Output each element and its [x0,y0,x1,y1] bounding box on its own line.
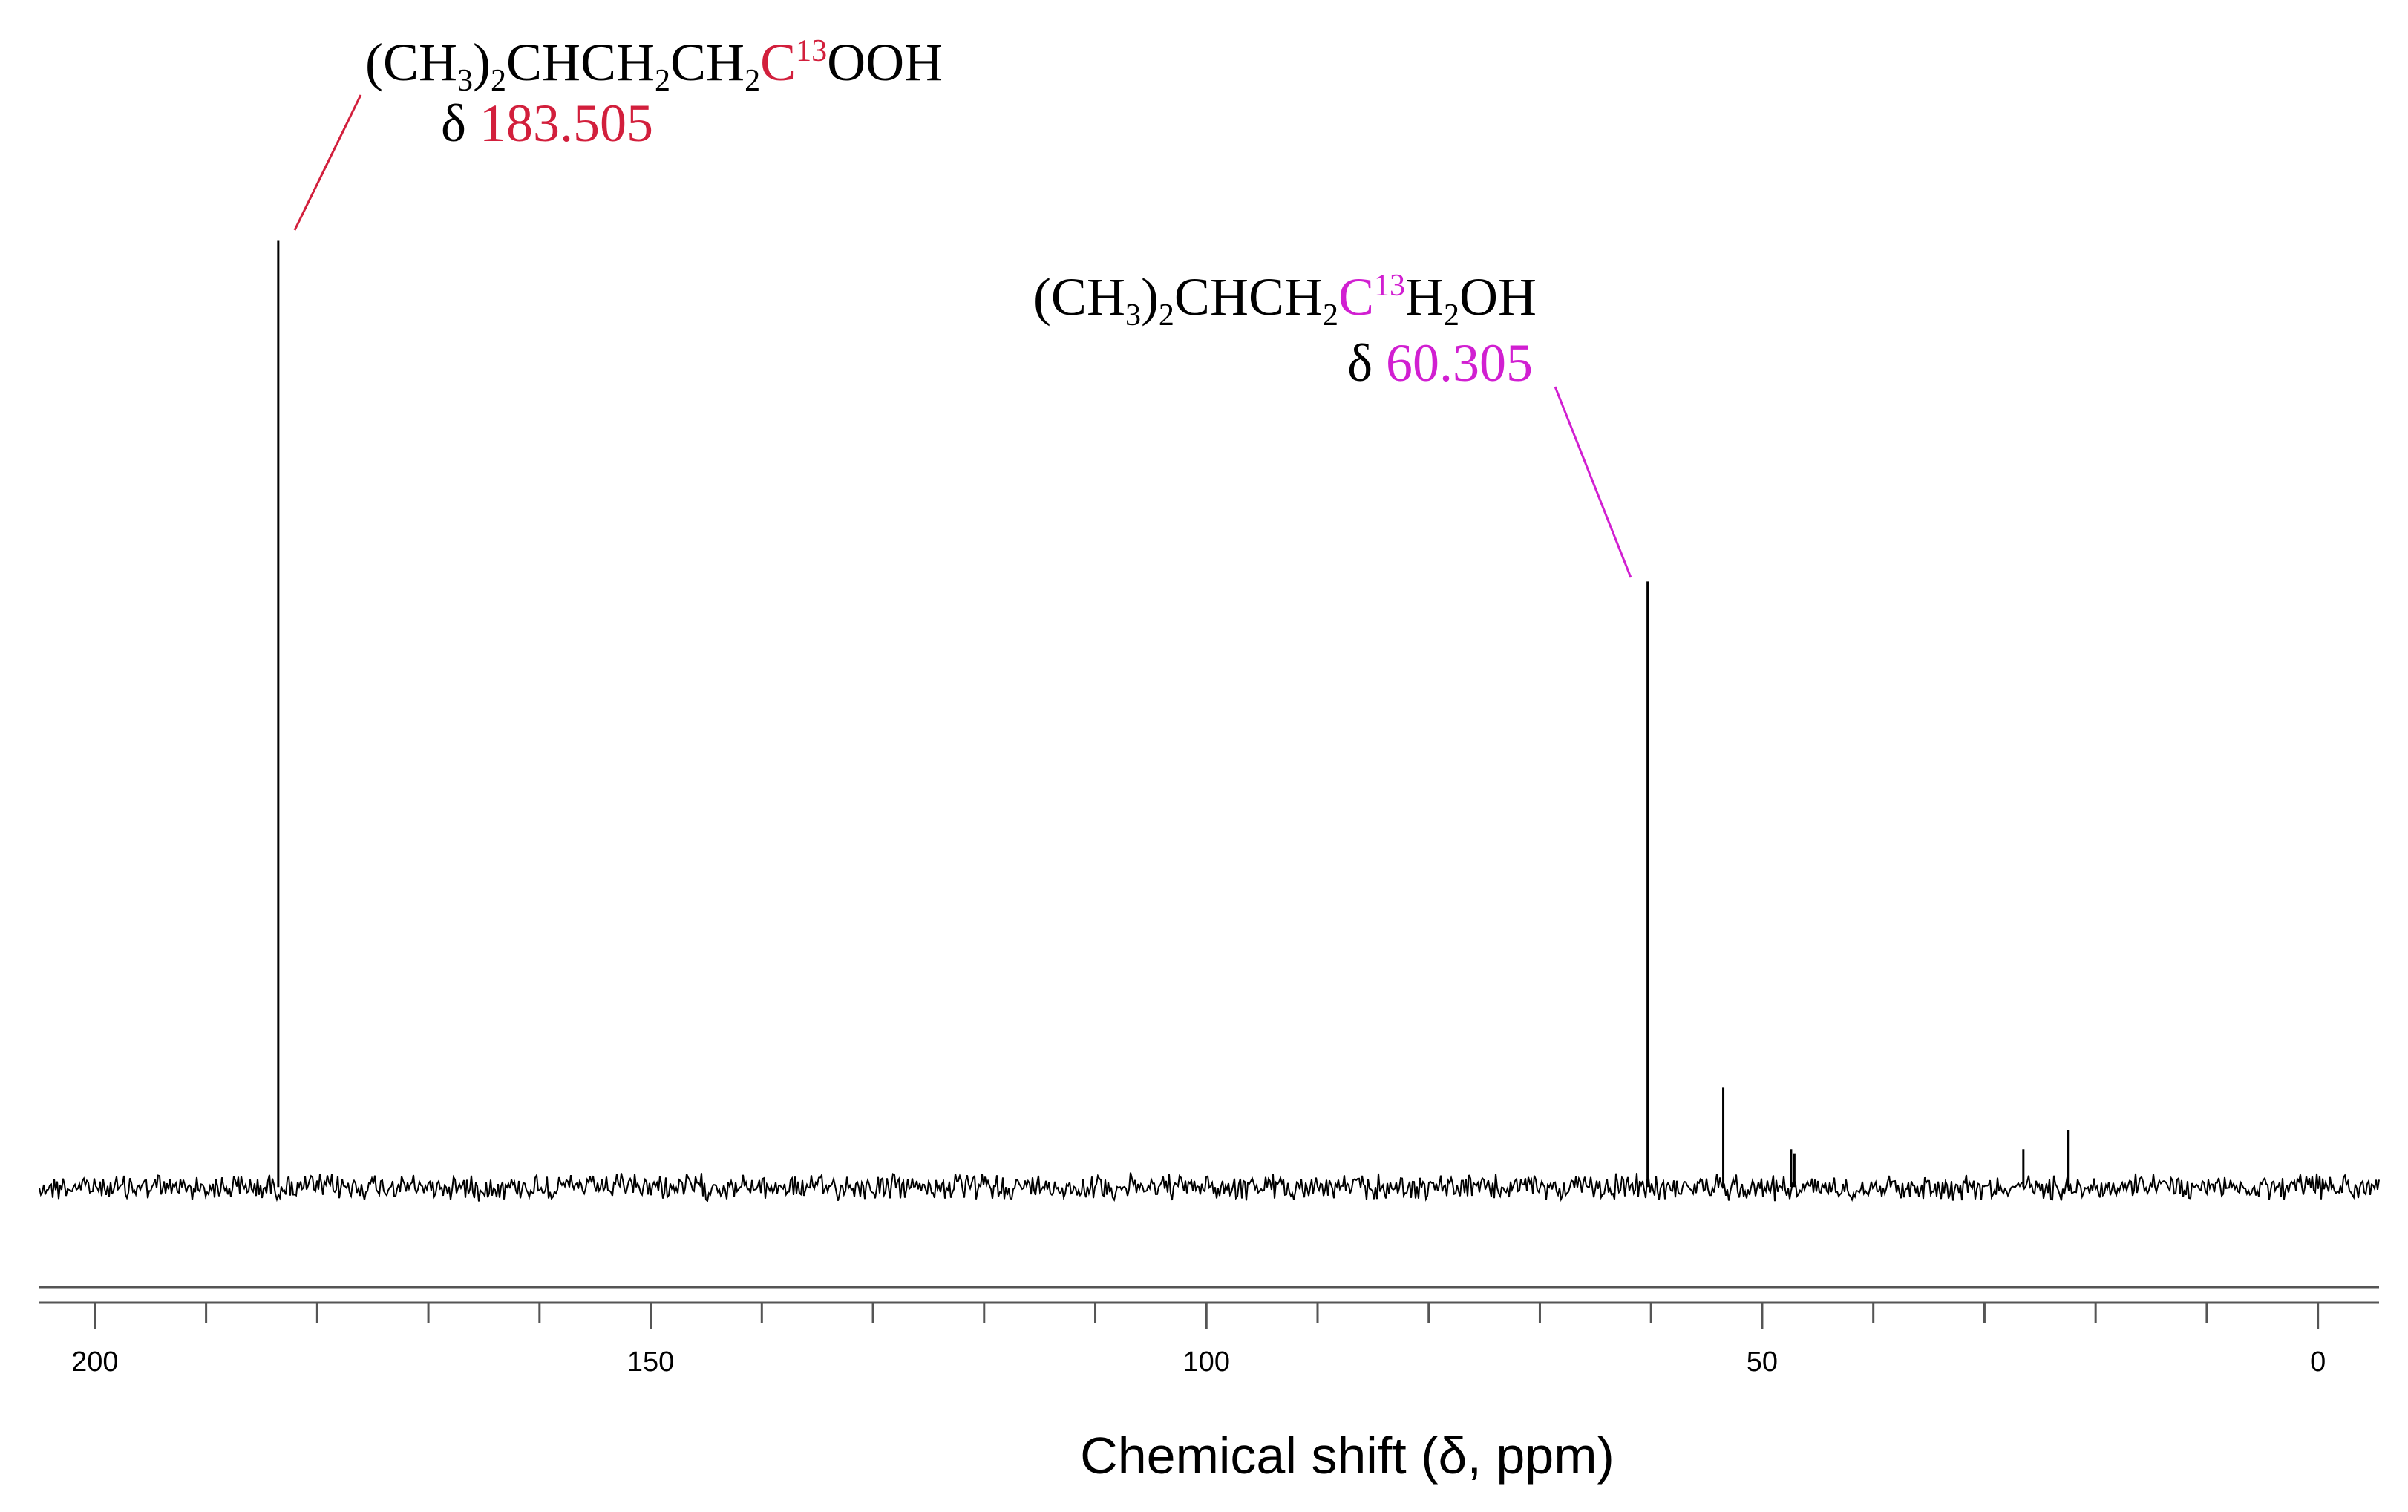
formula-part: CHCH [1174,267,1323,327]
formula-part: ) [473,33,491,92]
x-tick-label: 150 [627,1346,674,1378]
x-tick-label: 200 [71,1346,118,1378]
formula-part: H [1405,267,1444,327]
annotation-shift: δ 60.305 [1347,333,1533,393]
shift-value: 183.505 [480,94,653,153]
formula-part: 2 [655,64,670,98]
formula-part: 3 [1125,298,1141,333]
shift-value: 60.305 [1386,333,1533,393]
formula-part: (CH [1033,267,1125,327]
formula-part: OH [1459,267,1537,327]
formula-part: OOH [827,33,943,92]
formula-part: 2 [1159,298,1174,333]
delta-symbol: δ [1347,333,1373,393]
formula-part: 2 [491,64,506,98]
formula-part: C [1338,267,1374,327]
formula-part: ) [1141,267,1159,327]
baseline-noise [39,1172,2380,1202]
formula-part: 3 [457,64,473,98]
formula-part: 13 [1374,269,1405,303]
x-tick-label: 50 [1747,1346,1778,1378]
leader-line [1554,386,1632,578]
delta-symbol: δ [441,94,466,153]
x-tick-label: 0 [2310,1346,2326,1378]
space [1373,333,1386,393]
formula-part: CHCH [506,33,655,92]
formula-part: 2 [1444,298,1459,333]
formula-part: 2 [745,64,760,98]
x-axis-title: Chemical shift (δ, ppm) [1080,1427,1614,1485]
annotation-formula: (CH3)2CHCH2CH2C13OOH [365,33,943,98]
x-tick-label: 100 [1183,1346,1230,1378]
annotation-shift: δ 183.505 [441,94,653,153]
annotation-formula: (CH3)2CHCH2C13H2OH [1033,267,1537,333]
leader-line [293,94,362,231]
formula-part: 2 [1323,298,1338,333]
formula-part: 13 [796,34,827,68]
formula-part: (CH [365,33,457,92]
formula-part: C [760,33,796,92]
space [466,94,480,153]
formula-part: CH [670,33,745,92]
